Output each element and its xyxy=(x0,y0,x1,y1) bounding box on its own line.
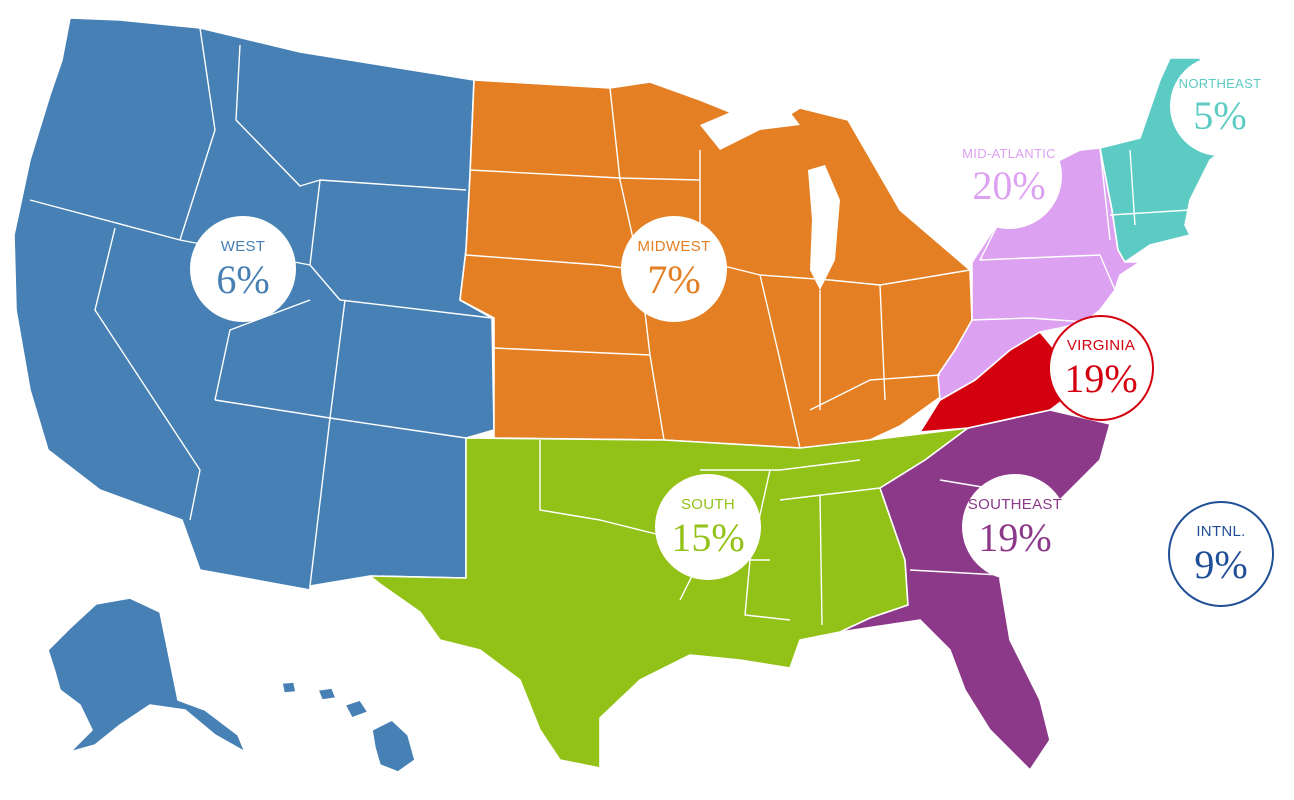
intl-label: INTNL. xyxy=(1196,522,1246,540)
southeast-percent: 19% xyxy=(978,514,1052,560)
great-lakes xyxy=(700,108,840,290)
hawaii-oahu xyxy=(317,687,337,701)
region-west[interactable] xyxy=(13,17,495,773)
alaska xyxy=(47,597,246,753)
region-mid-atlantic[interactable] xyxy=(937,147,1141,401)
west-percent: 6% xyxy=(216,256,270,302)
mid-atlantic-percent: 20% xyxy=(972,162,1046,208)
mid-atlantic-label: MID-ATLANTIC xyxy=(962,145,1056,161)
badge-mid-atlantic: MID-ATLANTIC 20% xyxy=(956,123,1062,229)
badge-south: SOUTH 15% xyxy=(655,474,761,580)
mid-atlantic-area xyxy=(937,147,1141,401)
badge-intl: INTNL. 9% xyxy=(1168,501,1274,607)
west-label: WEST xyxy=(220,237,266,255)
hawaii-maui xyxy=(344,699,369,719)
northeast-label: NORTHEAST xyxy=(1178,75,1262,91)
intl-percent: 9% xyxy=(1194,541,1248,587)
badge-northeast: NORTHEAST 5% xyxy=(1170,56,1270,156)
badge-midwest: MIDWEST 7% xyxy=(621,216,727,322)
midwest-label: MIDWEST xyxy=(637,237,711,255)
northeast-percent: 5% xyxy=(1193,92,1247,138)
hawaii-kauai xyxy=(281,681,297,694)
lake-superior xyxy=(700,108,800,150)
badge-virginia: VIRGINIA 19% xyxy=(1048,315,1154,421)
southeast-label: SOUTHEAST xyxy=(967,495,1063,513)
badge-southeast: SOUTHEAST 19% xyxy=(962,474,1068,580)
hawaii-big xyxy=(371,719,416,773)
lake-michigan xyxy=(808,165,840,290)
badge-west: WEST 6% xyxy=(190,216,296,322)
south-percent: 15% xyxy=(671,514,745,560)
midwest-percent: 7% xyxy=(647,256,701,302)
south-label: SOUTH xyxy=(681,495,735,513)
virginia-percent: 19% xyxy=(1064,355,1138,401)
virginia-label: VIRGINIA xyxy=(1066,336,1136,354)
